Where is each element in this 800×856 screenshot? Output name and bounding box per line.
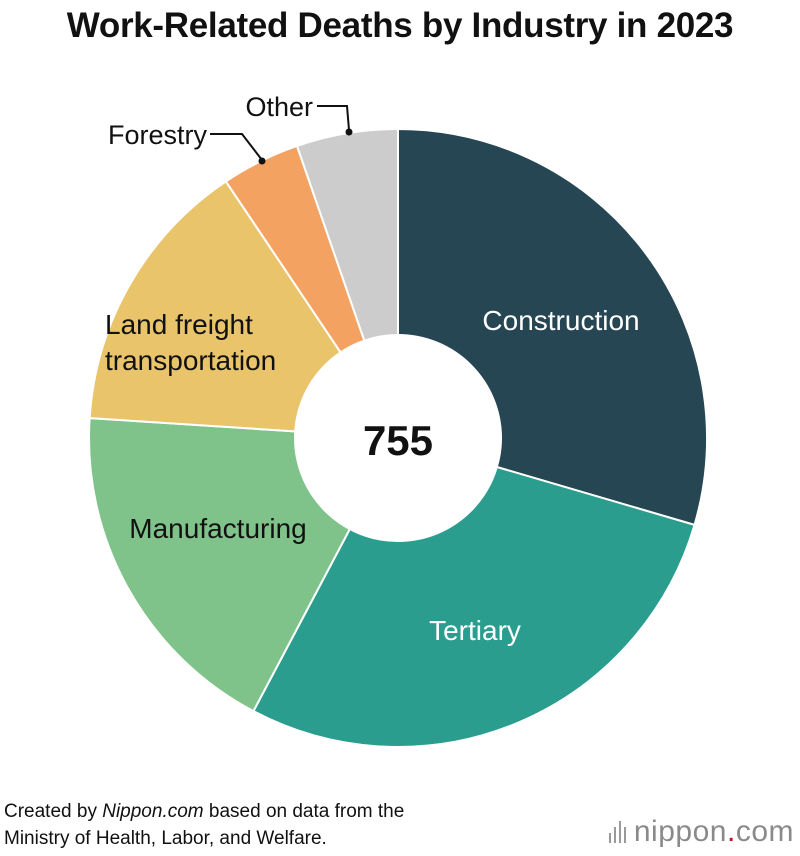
donut-hole	[294, 334, 502, 542]
logo-bars-icon	[608, 821, 626, 843]
logo-suffix: com	[735, 815, 794, 848]
slice-label-construction: Construction	[482, 305, 639, 336]
credit-source: Nippon.com	[102, 801, 204, 822]
slice-label-forestry: Forestry	[108, 120, 208, 150]
credit-prefix: Created by	[4, 801, 103, 822]
source-credit: Created by Nippon.com based on data from…	[4, 798, 564, 852]
leader-dot-other	[345, 128, 353, 136]
logo-text: nippon.com	[634, 815, 794, 849]
slice-label-manufacturing: Manufacturing	[129, 513, 306, 544]
nippon-logo: nippon.com	[608, 815, 794, 849]
slice-label-land-freight-transportation: Land freight transportation	[105, 309, 276, 376]
leader-line-forestry	[210, 133, 263, 161]
leader-dot-forestry	[258, 157, 266, 165]
logo-word: nippon	[633, 815, 727, 848]
logo-dot: .	[726, 815, 736, 848]
chart-title: Work-Related Deaths by Industry in 2023	[66, 6, 734, 45]
credit-rest: based on data from the	[203, 801, 405, 822]
slice-label-other: Other	[245, 92, 313, 122]
total-label: 755	[363, 417, 433, 464]
donut-chart: 755 Construction Tertiary Manufacturing …	[88, 92, 708, 748]
slice-label-tertiary: Tertiary	[429, 615, 521, 646]
credit-line-2: Ministry of Health, Labor, and Welfare.	[4, 828, 327, 849]
credit-line-1: Created by Nippon.com based on data from…	[4, 798, 564, 825]
leader-line-other	[317, 105, 350, 131]
